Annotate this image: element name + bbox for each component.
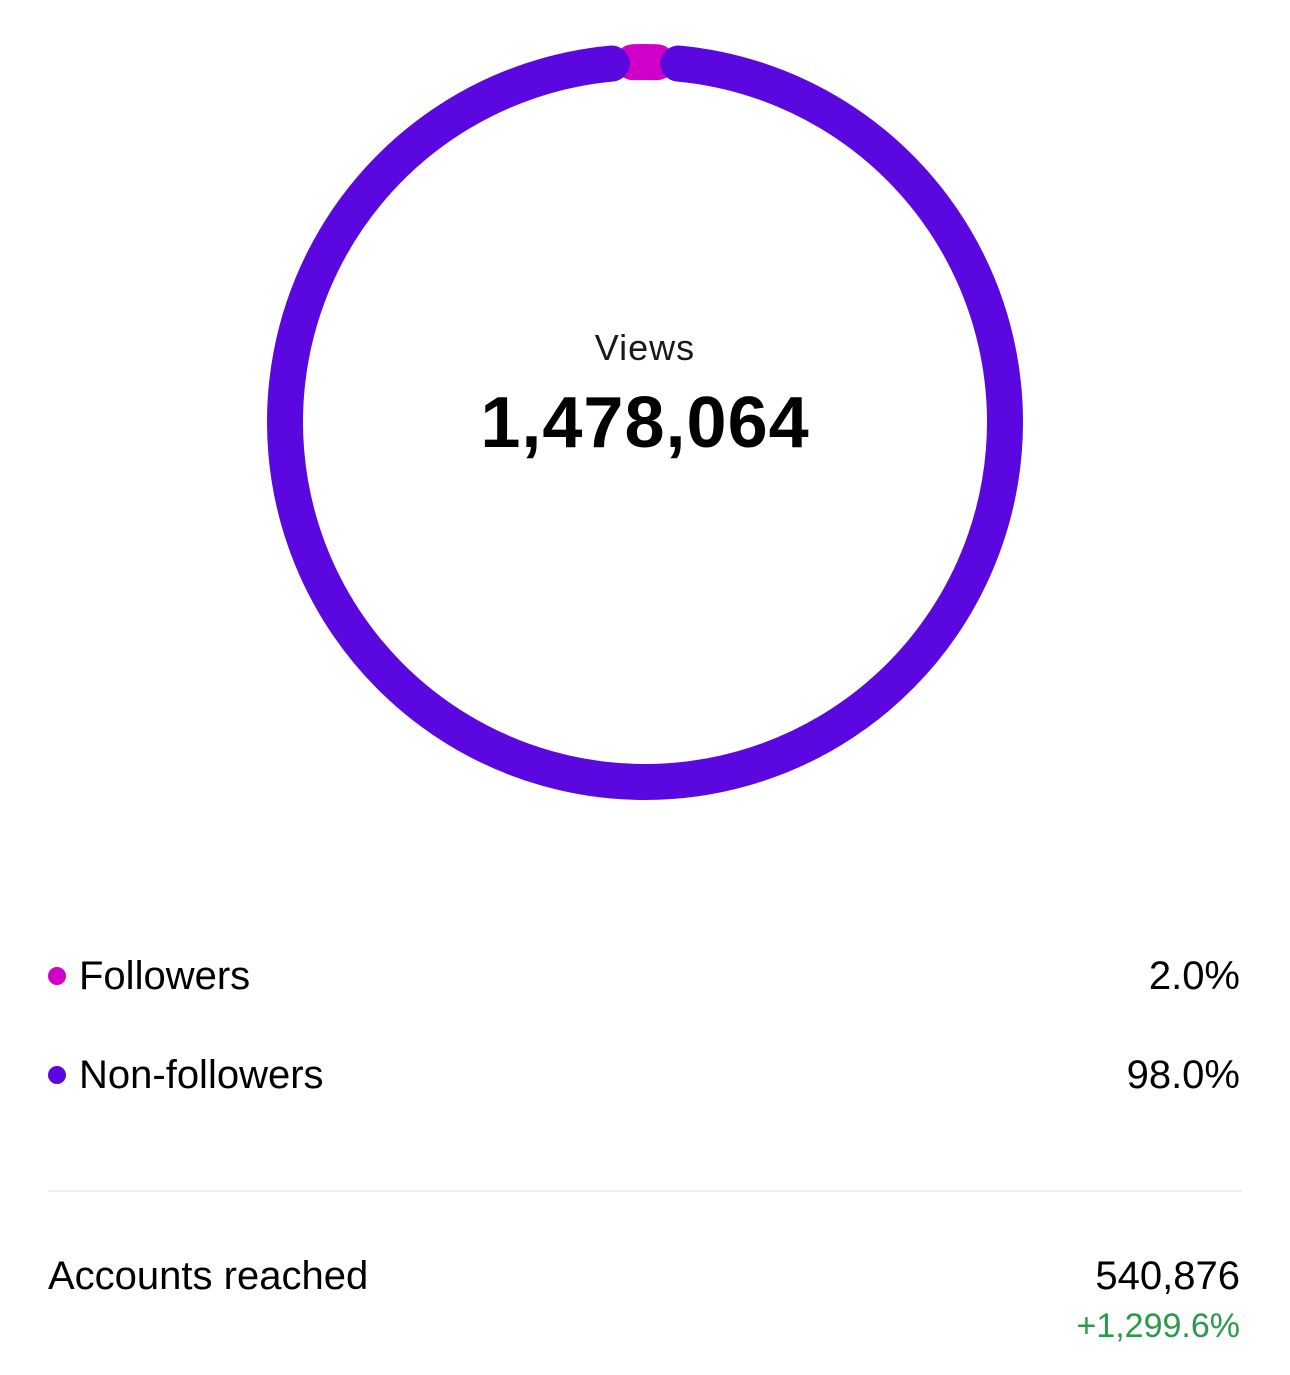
followers-dot-icon xyxy=(48,967,66,985)
section-divider xyxy=(48,1190,1242,1192)
donut-svg xyxy=(267,44,1023,800)
legend-row-non-followers: Non-followers 98.0% xyxy=(48,1045,1240,1105)
views-total: 1,478,064 xyxy=(480,383,810,463)
legend-value-followers: 2.0% xyxy=(1148,954,1240,998)
non-followers-segment xyxy=(267,45,1023,800)
legend-label-non-followers: Non-followers xyxy=(79,1053,324,1097)
views-donut-chart: Views 1,478,064 xyxy=(245,22,1045,822)
legend-row-followers: Followers 2.0% xyxy=(48,946,1240,1006)
legend-value-non-followers: 98.0% xyxy=(1126,1053,1240,1097)
accounts-reached-row[interactable]: Accounts reached 540,876 +1,299.6% xyxy=(48,1252,1240,1352)
non-followers-dot-icon xyxy=(48,1066,66,1084)
accounts-reached-change: +1,299.6% xyxy=(1076,1307,1240,1345)
donut-center: Views 1,478,064 xyxy=(245,22,1045,822)
views-label: Views xyxy=(594,327,696,368)
legend-label-followers: Followers xyxy=(79,954,251,998)
accounts-reached-value: 540,876 xyxy=(1095,1254,1240,1298)
accounts-reached-label: Accounts reached xyxy=(48,1254,369,1298)
